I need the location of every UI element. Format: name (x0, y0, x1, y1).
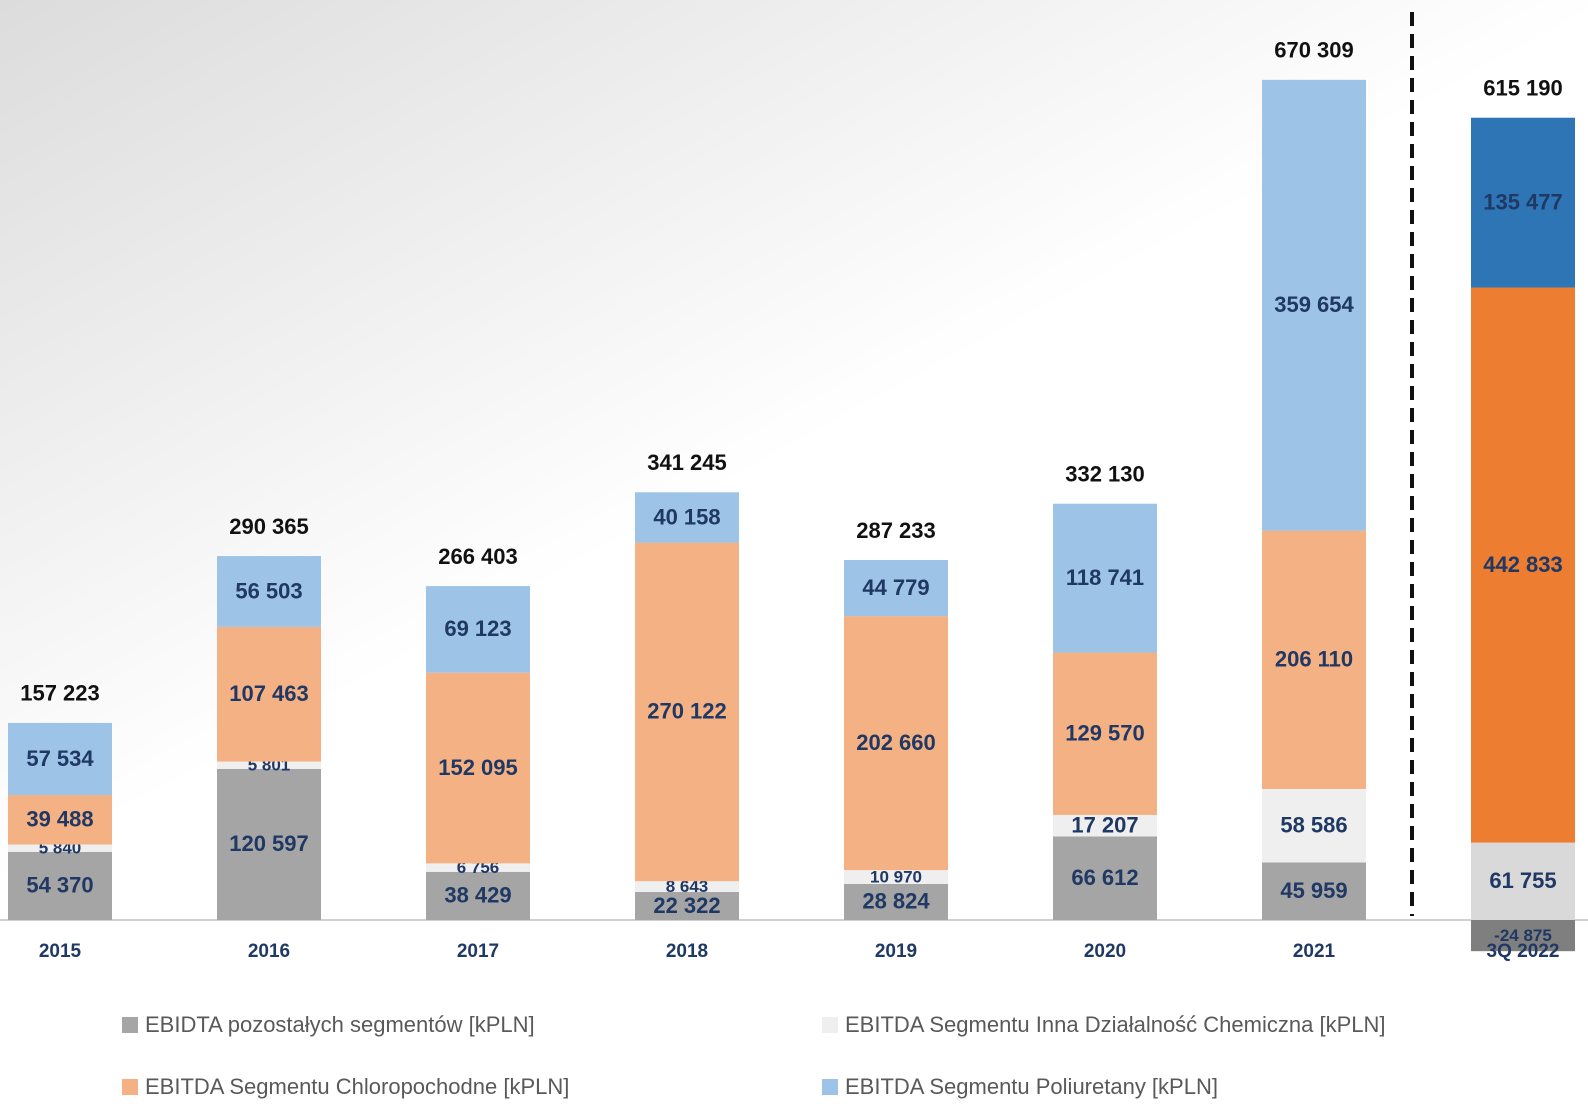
total-label: 157 223 (20, 681, 100, 706)
x-tick-label: 2020 (1084, 941, 1126, 962)
legend-swatch (822, 1079, 838, 1095)
value-label: 44 779 (862, 575, 929, 600)
value-label: 206 110 (1275, 647, 1353, 672)
chart: 54 3705 84039 48857 534157 2232015120 59… (0, 0, 1588, 1112)
legend-swatch (122, 1079, 138, 1095)
value-label: 118 741 (1066, 565, 1144, 590)
total-label: 615 190 (1483, 76, 1563, 101)
value-label: 61 755 (1489, 868, 1556, 893)
value-label: 107 463 (229, 681, 309, 706)
value-label: 40 158 (653, 504, 720, 529)
value-label: 57 534 (26, 746, 94, 771)
value-label: 66 612 (1071, 865, 1138, 890)
value-label: 39 488 (26, 807, 93, 832)
value-label: 270 122 (647, 699, 727, 724)
total-label: 290 365 (229, 514, 309, 539)
total-label: 266 403 (438, 544, 518, 569)
x-tick-label: 2019 (875, 941, 917, 962)
value-label: 10 970 (870, 867, 922, 886)
total-label: 287 233 (856, 518, 936, 543)
x-tick-label: 2017 (457, 941, 499, 962)
total-label: 332 130 (1065, 462, 1145, 487)
total-label: 670 309 (1274, 38, 1354, 63)
x-tick-label: 2018 (666, 941, 708, 962)
value-label: 442 833 (1483, 552, 1563, 577)
x-tick-label: 2021 (1293, 941, 1336, 962)
value-label: 120 597 (229, 831, 309, 856)
value-label: 28 824 (862, 889, 930, 914)
value-label: 56 503 (235, 578, 302, 603)
total-label: 341 245 (647, 450, 727, 475)
legend-label: EBIDTA pozostałych segmentów [kPLN] (145, 1012, 535, 1037)
value-label: 202 660 (856, 730, 936, 755)
x-tick-label: 2016 (248, 941, 290, 962)
value-label: 359 654 (1274, 292, 1354, 317)
x-tick-label: 2015 (39, 941, 82, 962)
page: 54 3705 84039 48857 534157 2232015120 59… (0, 0, 1588, 1112)
value-label: 129 570 (1065, 721, 1145, 746)
value-label: 17 207 (1071, 813, 1138, 838)
legend-label: EBITDA Segmentu Inna Działalność Chemicz… (845, 1012, 1385, 1037)
value-label: 54 370 (26, 873, 93, 898)
legend-swatch (822, 1017, 838, 1033)
value-label: 38 429 (444, 883, 511, 908)
value-label: 69 123 (444, 616, 511, 641)
legend-label: EBITDA Segmentu Poliuretany [kPLN] (845, 1074, 1218, 1099)
value-label: 45 959 (1280, 878, 1347, 903)
value-label: 22 322 (653, 893, 720, 918)
legend-swatch (122, 1017, 138, 1033)
value-label: 58 586 (1280, 812, 1347, 837)
legend-label: EBITDA Segmentu Chloropochodne [kPLN] (145, 1074, 569, 1099)
value-label: 152 095 (438, 755, 518, 780)
x-tick-label: 3Q 2022 (1487, 941, 1560, 962)
value-label: 135 477 (1483, 189, 1563, 214)
